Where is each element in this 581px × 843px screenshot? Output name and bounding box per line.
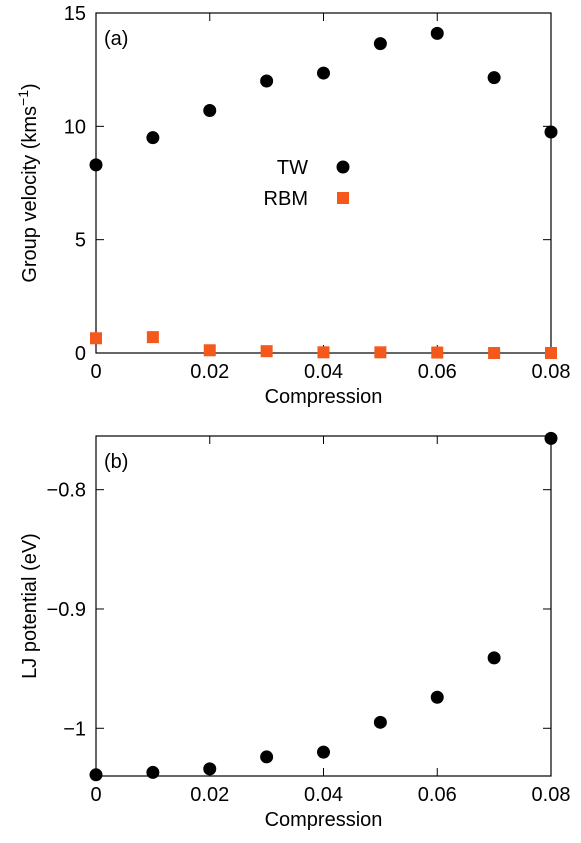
x-tick-label: 0.08	[532, 784, 571, 806]
data-point-rbm	[90, 332, 102, 345]
y-axis-label-close: )	[19, 83, 41, 90]
x-tick-label: 0.04	[304, 361, 343, 383]
y-axis-label-main: Group velocity (kms	[19, 106, 41, 283]
legend-label-rbm: RBM	[264, 188, 308, 210]
data-point-s0	[146, 765, 160, 779]
data-point-tw	[260, 74, 274, 88]
x-tick-label: 0.04	[304, 784, 343, 806]
data-point-s0	[373, 715, 387, 729]
y-tick-label: 15	[64, 3, 86, 25]
y-tick-label: −1	[63, 718, 86, 740]
x-tick-label: 0.06	[418, 361, 457, 383]
y-tick-label: 10	[64, 116, 86, 138]
data-point-tw	[373, 37, 387, 51]
data-point-rbm	[374, 346, 387, 359]
panel-label: (b)	[104, 451, 128, 473]
legend-marker-rbm	[337, 192, 349, 204]
legend-label-tw: TW	[277, 157, 308, 179]
panel-label: (a)	[104, 28, 128, 50]
x-tick-label: 0.06	[418, 784, 457, 806]
y-axis-label: Group velocity (kms−1)	[15, 83, 41, 282]
data-point-s0	[89, 768, 103, 782]
data-point-rbm	[203, 344, 216, 357]
data-point-tw	[203, 103, 217, 117]
series-tw	[89, 26, 558, 172]
data-point-s0	[430, 690, 444, 704]
data-point-rbm	[545, 347, 557, 359]
legend: TW RBM	[264, 157, 350, 210]
data-point-rbm	[431, 346, 444, 359]
data-point-tw	[430, 26, 444, 40]
x-tick-label: 0	[90, 784, 101, 806]
data-point-tw	[89, 158, 103, 172]
series-rbm	[90, 331, 557, 359]
data-point-tw	[317, 66, 330, 80]
data-point-rbm	[317, 346, 330, 359]
data-point-tw	[544, 125, 558, 139]
x-axis-label: Compression	[265, 386, 383, 408]
x-axis-label: Compression	[265, 809, 383, 831]
plot-frame	[95, 12, 552, 354]
x-tick-label: 0.02	[190, 361, 229, 383]
data-point-rbm	[260, 345, 273, 358]
data-point-rbm	[146, 331, 159, 344]
data-point-tw	[146, 131, 160, 145]
y-tick-label: −0.8	[47, 480, 86, 502]
y-tick-label: 5	[75, 230, 86, 252]
data-point-s0	[317, 745, 330, 759]
legend-marker-tw	[336, 160, 350, 174]
data-point-s0	[487, 651, 501, 665]
data-point-rbm	[488, 347, 501, 359]
chart-panel-a: 0 0.02 0.04 0.06 0.08 0 5 10 15 Compression Group …	[15, 3, 570, 408]
data-point-s0	[203, 762, 217, 776]
data-point-s0	[260, 750, 274, 764]
data-point-tw	[487, 71, 501, 85]
y-tick-label: 0	[75, 343, 86, 365]
series-0	[89, 431, 558, 782]
x-tick-label: 0	[90, 361, 101, 383]
y-axis-label: LJ potential (eV)	[19, 533, 41, 679]
x-tick-label: 0.08	[532, 361, 571, 383]
chart-panel-b: 0 0.02 0.04 0.06 0.08 −1 −0.9 −0.8 Compression LJ…	[19, 431, 571, 831]
x-tick-label: 0.02	[190, 784, 229, 806]
y-tick-label: −0.9	[47, 599, 86, 621]
plot-frame	[95, 435, 552, 777]
y-axis-label-superscript: −1	[15, 90, 31, 106]
data-point-s0	[544, 431, 558, 445]
